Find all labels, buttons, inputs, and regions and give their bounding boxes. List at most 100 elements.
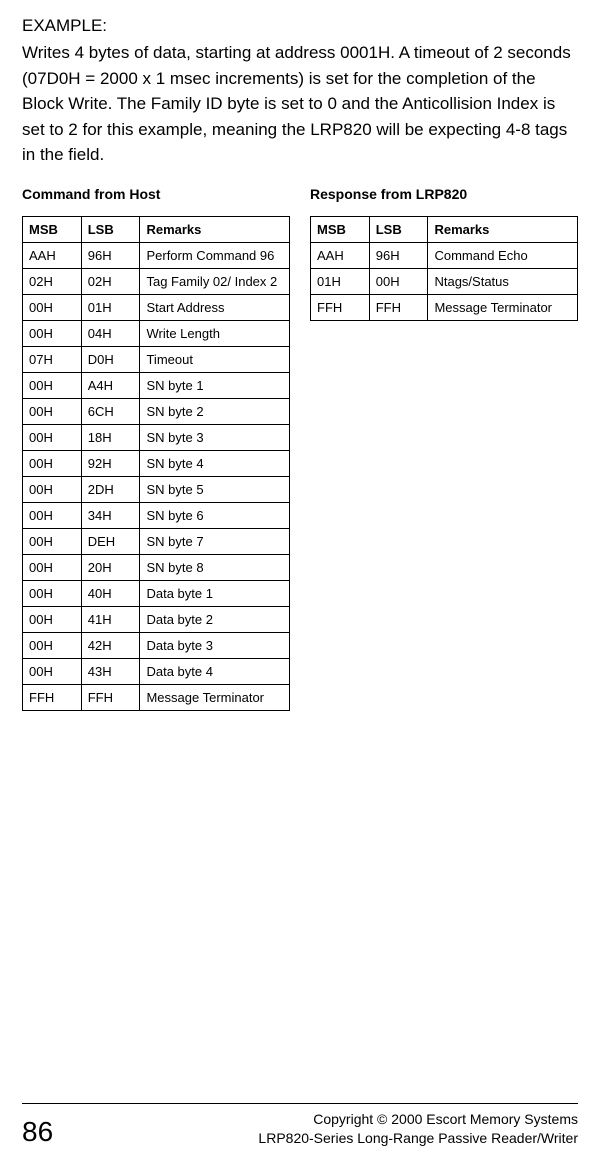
table-row: 00H43HData byte 4 — [23, 658, 290, 684]
cell-msb: FFH — [23, 684, 82, 710]
cell-remarks: Ntags/Status — [428, 268, 578, 294]
table-row: 01H00HNtags/Status — [311, 268, 578, 294]
page-number: 86 — [22, 1116, 53, 1148]
cell-lsb: 34H — [81, 502, 140, 528]
cell-lsb: 20H — [81, 554, 140, 580]
cell-msb: 00H — [23, 606, 82, 632]
cell-msb: AAH — [23, 242, 82, 268]
cell-msb: 00H — [23, 320, 82, 346]
table-row: 00HA4HSN byte 1 — [23, 372, 290, 398]
cell-lsb: 92H — [81, 450, 140, 476]
right-column: Response from LRP820 MSB LSB Remarks AAH… — [310, 186, 578, 321]
cell-remarks: SN byte 8 — [140, 554, 290, 580]
table-row: 00H20HSN byte 8 — [23, 554, 290, 580]
cell-lsb: 42H — [81, 632, 140, 658]
cell-lsb: A4H — [81, 372, 140, 398]
cell-remarks: Tag Family 02/ Index 2 — [140, 268, 290, 294]
cell-msb: 00H — [23, 476, 82, 502]
table-row: FFHFFHMessage Terminator — [311, 294, 578, 320]
cell-lsb: 00H — [369, 268, 428, 294]
cell-lsb: 41H — [81, 606, 140, 632]
header-remarks: Remarks — [140, 216, 290, 242]
table-row: 00H6CHSN byte 2 — [23, 398, 290, 424]
table-row: 00H41HData byte 2 — [23, 606, 290, 632]
cell-msb: 00H — [23, 528, 82, 554]
cell-remarks: Timeout — [140, 346, 290, 372]
cell-remarks: Command Echo — [428, 242, 578, 268]
cell-remarks: SN byte 5 — [140, 476, 290, 502]
table-header-row: MSB LSB Remarks — [23, 216, 290, 242]
right-table-title: Response from LRP820 — [310, 186, 578, 202]
cell-remarks: Write Length — [140, 320, 290, 346]
header-lsb: LSB — [369, 216, 428, 242]
cell-lsb: 6CH — [81, 398, 140, 424]
cell-msb: AAH — [311, 242, 370, 268]
tables-container: Command from Host MSB LSB Remarks AAH96H… — [22, 186, 578, 711]
cell-msb: 00H — [23, 294, 82, 320]
cell-msb: 00H — [23, 398, 82, 424]
cell-remarks: Perform Command 96 — [140, 242, 290, 268]
cell-msb: 01H — [311, 268, 370, 294]
table-header-row: MSB LSB Remarks — [311, 216, 578, 242]
cell-lsb: 43H — [81, 658, 140, 684]
cell-remarks: Data byte 2 — [140, 606, 290, 632]
cell-msb: 00H — [23, 554, 82, 580]
table-row: 00HDEHSN byte 7 — [23, 528, 290, 554]
cell-remarks: Message Terminator — [140, 684, 290, 710]
cell-msb: 00H — [23, 658, 82, 684]
table-row: AAH96HCommand Echo — [311, 242, 578, 268]
cell-lsb: FFH — [369, 294, 428, 320]
header-msb: MSB — [23, 216, 82, 242]
cell-remarks: Message Terminator — [428, 294, 578, 320]
footer-text: Copyright © 2000 Escort Memory Systems L… — [258, 1110, 578, 1148]
cell-msb: 00H — [23, 372, 82, 398]
header-remarks: Remarks — [428, 216, 578, 242]
cell-lsb: 18H — [81, 424, 140, 450]
cell-lsb: 02H — [81, 268, 140, 294]
cell-remarks: Data byte 3 — [140, 632, 290, 658]
cell-lsb: FFH — [81, 684, 140, 710]
cell-lsb: 40H — [81, 580, 140, 606]
cell-lsb: DEH — [81, 528, 140, 554]
footer-row: 86 Copyright © 2000 Escort Memory System… — [22, 1110, 578, 1148]
table-row: 07HD0HTimeout — [23, 346, 290, 372]
cell-msb: FFH — [311, 294, 370, 320]
product-line: LRP820-Series Long-Range Passive Reader/… — [258, 1129, 578, 1148]
cell-msb: 00H — [23, 502, 82, 528]
cell-remarks: SN byte 1 — [140, 372, 290, 398]
left-column: Command from Host MSB LSB Remarks AAH96H… — [22, 186, 290, 711]
footer-divider — [22, 1103, 578, 1104]
cell-lsb: 2DH — [81, 476, 140, 502]
cell-remarks: SN byte 7 — [140, 528, 290, 554]
cell-msb: 02H — [23, 268, 82, 294]
table-row: 00H2DHSN byte 5 — [23, 476, 290, 502]
cell-remarks: SN byte 2 — [140, 398, 290, 424]
table-row: 00H34HSN byte 6 — [23, 502, 290, 528]
left-table-title: Command from Host — [22, 186, 290, 202]
cell-remarks: Start Address — [140, 294, 290, 320]
cell-remarks: SN byte 4 — [140, 450, 290, 476]
table-row: 00H42HData byte 3 — [23, 632, 290, 658]
cell-msb: 00H — [23, 580, 82, 606]
header-msb: MSB — [311, 216, 370, 242]
header-lsb: LSB — [81, 216, 140, 242]
table-row: 00H18HSN byte 3 — [23, 424, 290, 450]
page-footer: 86 Copyright © 2000 Escort Memory System… — [22, 1103, 578, 1148]
cell-remarks: Data byte 1 — [140, 580, 290, 606]
table-row: 00H01HStart Address — [23, 294, 290, 320]
cell-lsb: D0H — [81, 346, 140, 372]
example-label: EXAMPLE: — [22, 16, 578, 36]
cell-lsb: 96H — [369, 242, 428, 268]
table-row: AAH96HPerform Command 96 — [23, 242, 290, 268]
right-table: MSB LSB Remarks AAH96HCommand Echo01H00H… — [310, 216, 578, 321]
cell-lsb: 01H — [81, 294, 140, 320]
copyright-line: Copyright © 2000 Escort Memory Systems — [258, 1110, 578, 1129]
cell-msb: 07H — [23, 346, 82, 372]
cell-msb: 00H — [23, 450, 82, 476]
example-paragraph: Writes 4 bytes of data, starting at addr… — [22, 40, 578, 168]
table-row: 02H02HTag Family 02/ Index 2 — [23, 268, 290, 294]
table-row: 00H04HWrite Length — [23, 320, 290, 346]
table-row: FFHFFHMessage Terminator — [23, 684, 290, 710]
cell-lsb: 04H — [81, 320, 140, 346]
cell-msb: 00H — [23, 632, 82, 658]
